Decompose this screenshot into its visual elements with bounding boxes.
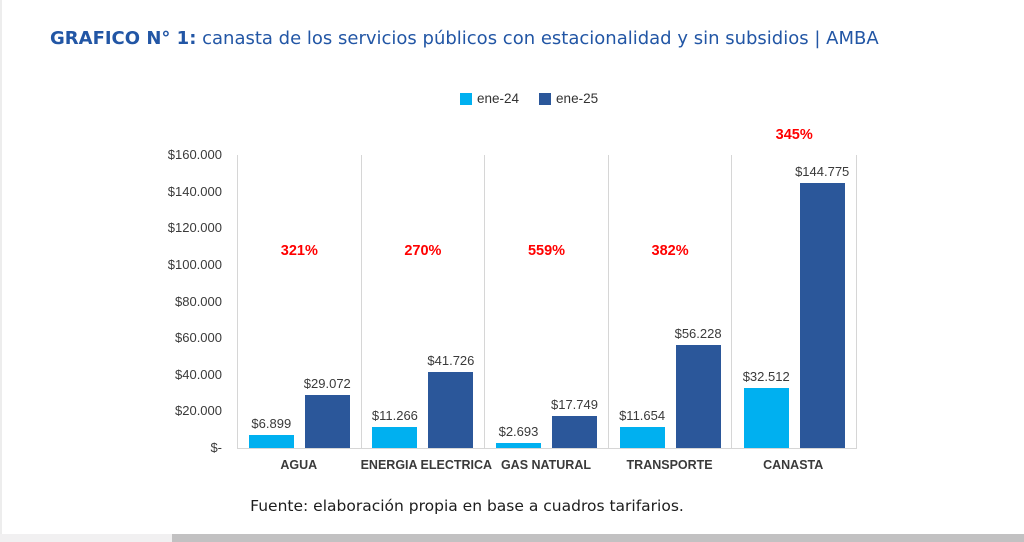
plot-area: $6.899 $29.072 321% $11.266 $41.726 270% $2.69… — [237, 127, 857, 449]
percent-change-label: 382% — [651, 243, 689, 259]
bar-group-agua: $6.899 $29.072 321% — [238, 155, 362, 448]
legend-item-ene25: ene-25 — [539, 91, 598, 106]
bar-value-label: $56.228 — [674, 326, 722, 342]
y-tick-label: $60.000 — [175, 330, 222, 346]
bar-ene-25: $41.726 — [427, 353, 474, 448]
bar-ene-25: $17.749 — [551, 397, 598, 448]
bar-ene-24: $6.899 — [248, 416, 294, 448]
bar-value-label: $41.726 — [427, 352, 475, 368]
bar-ene-24: $32.512 — [743, 369, 790, 448]
bar-value-label: $144.775 — [795, 163, 850, 179]
chart-title-text: canasta de los servicios públicos con es… — [202, 28, 879, 49]
legend-swatch-ene25-icon — [539, 92, 552, 105]
category-label: TRANSPORTE — [626, 458, 713, 472]
bar-ene-24: $11.266 — [372, 408, 418, 448]
percent-change-label: 321% — [280, 243, 318, 259]
bar-value-label: $11.654 — [619, 407, 666, 423]
chart-legend: ene-24 ene-25 — [460, 91, 598, 106]
y-tick-label: $20.000 — [175, 403, 222, 419]
bar-ene-24: $11.654 — [619, 408, 665, 448]
bar-group-energia-electrica: $11.266 $41.726 270% — [362, 155, 486, 448]
y-tick-label: $- — [210, 440, 222, 455]
horizontal-scrollbar-thumb[interactable] — [172, 534, 1024, 542]
y-axis: $160.000 $140.000 $120.000 $100.000 $80.000 $… — [150, 147, 237, 455]
legend-label-ene24: ene-24 — [477, 91, 520, 106]
y-tick-label: $160.000 — [167, 147, 222, 162]
chart-title-number: GRAFICO N° 1: — [50, 28, 197, 49]
bar-ene-25: $56.228 — [675, 326, 722, 448]
chart-title: GRAFICO N° 1: canasta de los servicios p… — [50, 26, 1010, 52]
percent-change-label: 345% — [775, 127, 813, 143]
bar-value-label: $11.266 — [371, 408, 418, 424]
y-tick-label: $100.000 — [167, 256, 222, 272]
bar-value-label: $29.072 — [303, 375, 351, 391]
y-tick-label: $80.000 — [175, 293, 222, 309]
bar-value-label: $32.512 — [742, 369, 790, 385]
bar-value-label: $17.749 — [550, 396, 598, 412]
bar-ene-25: $144.775 — [795, 164, 849, 448]
category-label: ENERGIA ELECTRICA — [360, 458, 493, 472]
legend-swatch-ene24-icon — [460, 92, 472, 105]
horizontal-scrollbar-track[interactable] — [0, 534, 1024, 542]
bar-value-label: $2.693 — [498, 424, 539, 440]
source-note: Fuente: elaboración propia en base a cua… — [250, 497, 684, 515]
percent-change-label: 559% — [527, 243, 566, 259]
category-label: CANASTA — [763, 458, 824, 472]
bar-ene-24: $2.693 — [495, 424, 541, 448]
x-axis: AGUA ENERGIA ELECTRICA GAS NATURAL TRANSPOR… — [237, 457, 855, 475]
bar-group-gas-natural: $2.693 $17.749 559% — [485, 155, 609, 448]
page-edge-divider — [0, 0, 2, 542]
y-tick-label: $140.000 — [167, 183, 222, 199]
bar-value-label: $6.899 — [251, 416, 292, 432]
category-label: AGUA — [280, 458, 318, 472]
bar-group-transporte: $11.654 $56.228 382% — [609, 155, 733, 448]
percent-change-label: 270% — [404, 243, 442, 259]
y-tick-label: $120.000 — [167, 220, 222, 236]
legend-item-ene24: ene-24 — [460, 91, 519, 106]
legend-label-ene25: ene-25 — [556, 91, 599, 106]
bar-chart: $160.000 $140.000 $120.000 $100.000 $80.000 $… — [150, 127, 870, 477]
bar-ene-25: $29.072 — [304, 376, 351, 448]
y-tick-label: $40.000 — [175, 366, 222, 382]
bar-group-canasta: $32.512 $144.775 345% — [732, 127, 856, 448]
category-label: GAS NATURAL — [500, 458, 591, 472]
